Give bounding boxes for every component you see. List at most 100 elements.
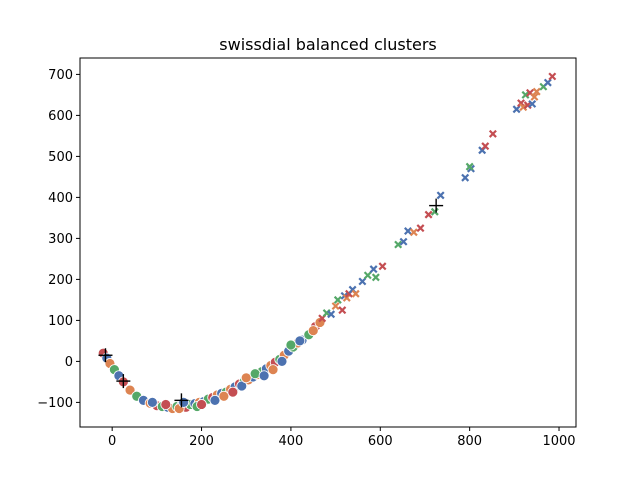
data-point-circle [258, 370, 270, 382]
cross-stroke [517, 99, 526, 108]
cross-stroke [436, 191, 445, 200]
data-point-cross [333, 295, 342, 304]
cross-stroke [363, 271, 372, 280]
data-point-cross [358, 277, 367, 286]
data-point-circle [196, 399, 207, 410]
cross-stroke [358, 277, 367, 286]
x-tick-label: 600 [368, 434, 393, 449]
data-point-cross [399, 237, 408, 246]
cross-stroke [521, 90, 530, 99]
y-tick-label: −100 [37, 396, 73, 411]
data-point-cross [394, 240, 403, 249]
centroid-marker [116, 374, 131, 389]
data-point-cross [351, 289, 360, 298]
data-point-cross [521, 90, 530, 99]
cross-stroke [351, 289, 360, 298]
cross-stroke [543, 78, 552, 87]
data-point-cross [543, 78, 552, 87]
cross-stroke [327, 310, 336, 319]
data-point-cross [363, 271, 372, 280]
data-point-circle [276, 355, 288, 367]
data-point-cross [548, 72, 557, 81]
data-point-cross [378, 262, 387, 271]
data-point-circle [236, 380, 248, 392]
cross-stroke [488, 129, 497, 138]
cross-stroke [548, 72, 557, 81]
centroid-marker [429, 198, 444, 213]
data-point-circle [146, 396, 158, 408]
cross-stroke [528, 99, 537, 108]
data-point-cross [416, 224, 425, 233]
data-point-cross [465, 162, 474, 171]
y-tick-label: 0 [65, 355, 73, 370]
axes-frame [79, 57, 577, 428]
data-point-circle [240, 372, 252, 384]
data-point-circle [160, 399, 172, 410]
x-tick-label: 200 [189, 434, 214, 449]
cross-stroke [481, 142, 490, 151]
data-point-cross [369, 265, 378, 274]
data-point-circle [249, 368, 261, 380]
centroid-marker [174, 393, 189, 408]
data-point-cross [331, 302, 340, 311]
y-tick-label: 600 [48, 109, 73, 124]
x-tick-label: 400 [278, 434, 303, 449]
plot-area [97, 72, 557, 414]
chart-title: swissdial balanced clusters [219, 35, 436, 54]
cross-stroke [404, 227, 412, 235]
axes: 0 200 400 600 800 1000 −100 0 100 200 300 400 500 600… [37, 57, 577, 449]
data-point-cross [436, 191, 445, 200]
cross-stroke [519, 103, 528, 112]
data-point-circle [267, 364, 279, 376]
cross-stroke [525, 88, 534, 97]
x-tick-label: 0 [108, 434, 116, 449]
cross-stroke [369, 265, 378, 274]
cross-stroke [342, 293, 351, 302]
data-point-cross [481, 142, 490, 151]
cross-stroke [378, 262, 387, 271]
data-point-circle [124, 384, 136, 396]
y-tick-label: 100 [48, 314, 73, 329]
centroid-marker [98, 348, 113, 363]
cross-stroke [371, 273, 380, 282]
data-point-circle [307, 325, 319, 337]
y-tick-label: 300 [48, 232, 73, 247]
data-point-cross [461, 173, 470, 182]
y-tick-label: 700 [48, 68, 73, 83]
cross-stroke [532, 87, 541, 96]
data-point-cross [488, 129, 497, 138]
y-tick-label: 200 [48, 273, 73, 288]
y-tick-label: 400 [48, 191, 73, 206]
cross-stroke [530, 92, 539, 101]
data-point-circle [227, 386, 239, 398]
data-point-circle [178, 396, 190, 408]
cross-stroke [394, 240, 403, 249]
data-point-cross [530, 92, 539, 101]
cross-stroke [338, 306, 347, 315]
cross-stroke [399, 237, 408, 246]
data-point-cross [342, 293, 351, 302]
data-point-cross [327, 310, 336, 319]
data-point-circle [209, 394, 221, 406]
data-point-cross [519, 103, 528, 112]
cross-stroke [331, 302, 340, 311]
cross-stroke [512, 105, 521, 114]
cross-stroke [409, 228, 418, 237]
y-tick-label: 500 [48, 150, 73, 165]
cross-stroke [416, 224, 425, 233]
data-point-circle [285, 339, 297, 351]
data-point-cross [430, 207, 439, 216]
cross-stroke [461, 173, 470, 182]
cross-stroke [465, 162, 474, 171]
data-point-cross [528, 99, 537, 108]
data-point-circle [294, 335, 306, 347]
x-tick-label: 1000 [542, 434, 575, 449]
data-point-cross [371, 273, 380, 282]
data-point-cross [512, 105, 521, 114]
cross-stroke [430, 207, 439, 216]
data-point-cross [409, 228, 418, 237]
x-tick-label: 800 [457, 434, 482, 449]
